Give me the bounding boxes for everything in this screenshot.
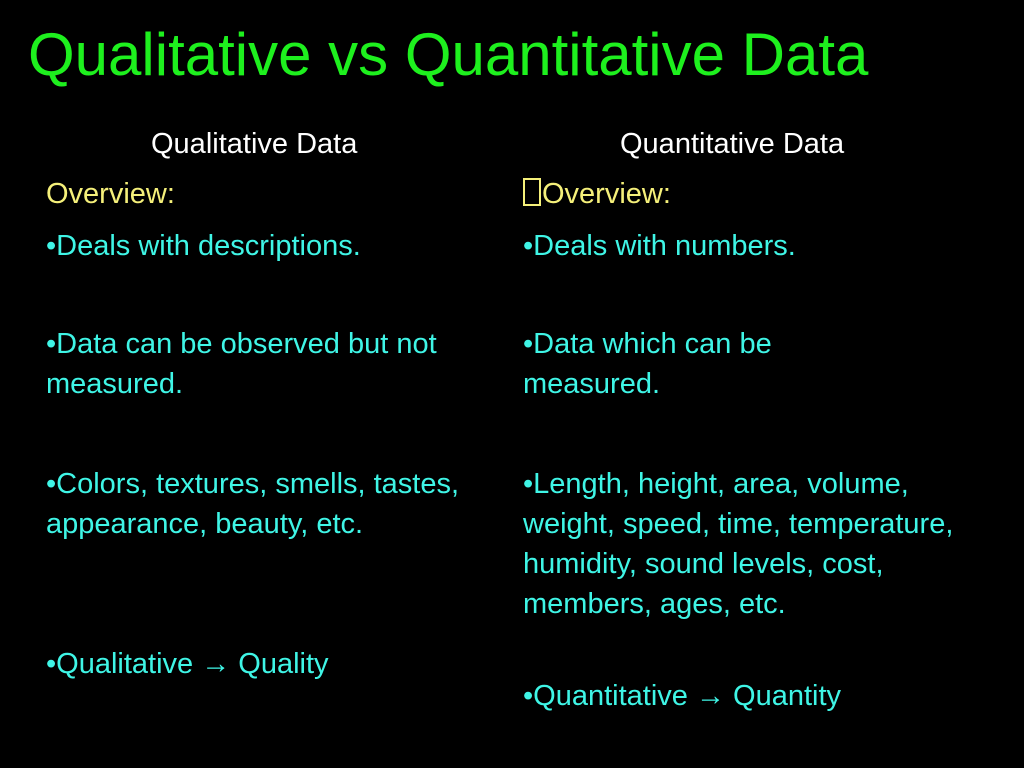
quantitative-heading: Quantitative Data	[620, 128, 845, 160]
qualitative-bullet-observed: •Data can be observed but not measured.	[46, 328, 437, 400]
qualitative-bullet-quality: •Qualitative → Quality	[46, 648, 329, 680]
quantitative-bullet-quantity: •Quantitative → Quantity	[523, 680, 842, 712]
quantitative-overview-label: Overview:	[542, 178, 671, 210]
qualitative-heading: Qualitative Data	[151, 128, 358, 160]
quantitative-bullet-numbers: •Deals with numbers.	[523, 230, 796, 262]
missing-glyph-box-icon	[523, 178, 541, 206]
qualitative-overview-label: Overview:	[46, 178, 175, 210]
quantitative-bullet-measured: •Data which can be measured.	[523, 328, 772, 400]
qualitative-bullet-descriptions: •Deals with descriptions.	[46, 230, 361, 262]
quantitative-bullet-examples: •Length, height, area, volume, weight, s…	[523, 468, 954, 620]
quantitative-overview-row: Overview:	[523, 178, 671, 211]
slide-title: Qualitative vs Quantitative Data	[28, 21, 869, 88]
qualitative-bullet-examples: •Colors, textures, smells, tastes, appea…	[46, 468, 460, 540]
